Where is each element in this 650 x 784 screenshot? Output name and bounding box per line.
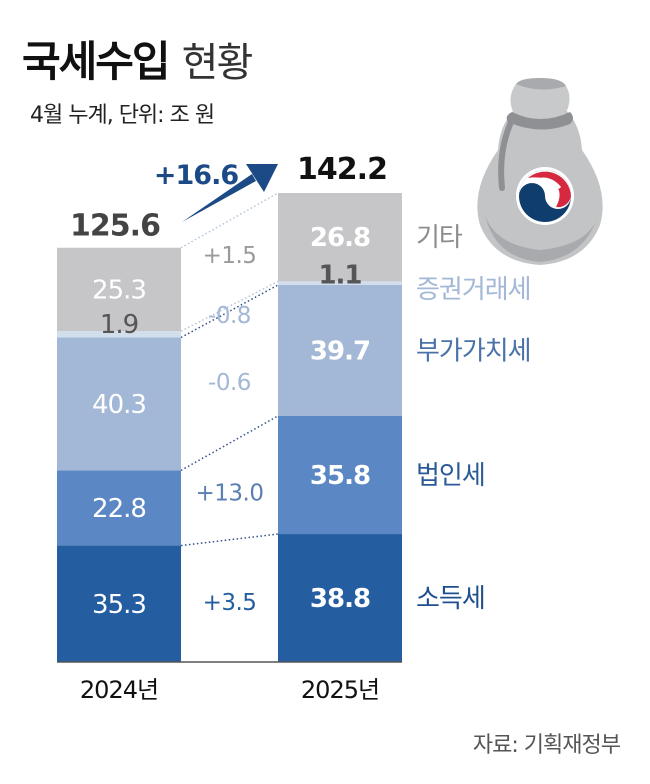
change-labels: +3.5 +13.0 -0.6 -0.8 +1.5	[196, 243, 264, 616]
bar-segment-2025-0	[278, 534, 402, 662]
chart-title: 국세수입 현황	[22, 37, 252, 86]
connector-line	[180, 415, 279, 472]
title-main: 국세수입	[22, 37, 169, 86]
connector-line	[180, 533, 279, 547]
legend: 소득세 법인세 부가가치세 증권거래세 기타	[416, 223, 532, 614]
source-note: 자료: 기획재정부	[473, 733, 621, 758]
segment-value-label: 22.8	[92, 494, 146, 524]
legend-label-3: 증권거래세	[416, 275, 531, 305]
change-label-0: +3.5	[203, 590, 257, 616]
x-tick-label-2024: 2024년	[80, 676, 158, 704]
connector-lines	[180, 192, 279, 547]
segment-value-label: 1.1	[318, 260, 361, 290]
segment-value-label: 38.8	[310, 584, 370, 614]
legend-label-1: 법인세	[416, 461, 485, 491]
bar-segment-2024-3	[57, 331, 181, 338]
segment-value-label: 35.3	[92, 590, 146, 620]
bar-segment-2024-0	[57, 545, 181, 662]
legend-label-0: 소득세	[416, 584, 485, 614]
segment-value-label: 1.9	[100, 310, 138, 340]
bar-segment-2025-2	[278, 285, 402, 416]
change-label-2: -0.6	[208, 370, 251, 396]
bar-segment-2024-1	[57, 470, 181, 546]
chart-subtitle: 4월 누계, 단위: 조 원	[30, 103, 214, 128]
segment-value-label: 39.7	[310, 336, 370, 366]
bar-segment-2025-4	[278, 193, 402, 282]
change-label-3: -0.8	[208, 303, 251, 329]
government-emblem-icon	[516, 167, 574, 225]
bar-segment-2025-3	[278, 281, 402, 286]
segment-value-label: 26.8	[310, 223, 370, 253]
growth-arrow-icon	[182, 164, 278, 222]
title-suffix: 현황	[182, 40, 253, 86]
bar-segment-2024-4	[57, 247, 181, 332]
change-label-1: +13.0	[196, 480, 264, 506]
bar-segment-2025-1	[278, 415, 402, 535]
change-label-4: +1.5	[203, 243, 257, 269]
total-label-2024: 125.6	[70, 209, 160, 244]
legend-label-2: 부가가치세	[416, 336, 531, 366]
segment-value-label: 25.3	[92, 275, 146, 305]
segment-labels: 35.3 22.8 40.3 1.9 25.3 38.8 35.8 39.7 1.1 26.8	[92, 223, 371, 620]
total-change-label: +16.6	[154, 160, 238, 191]
bar-segment-2024-2	[57, 337, 181, 471]
segment-value-label: 35.8	[310, 461, 370, 491]
segment-value-label: 40.3	[92, 390, 146, 420]
connector-line	[180, 192, 279, 249]
x-tick-label-2025: 2025년	[301, 676, 379, 704]
stacked-bars	[57, 193, 402, 662]
legend-label-4: 기타	[416, 223, 463, 253]
total-label-2025: 142.2	[297, 152, 387, 187]
